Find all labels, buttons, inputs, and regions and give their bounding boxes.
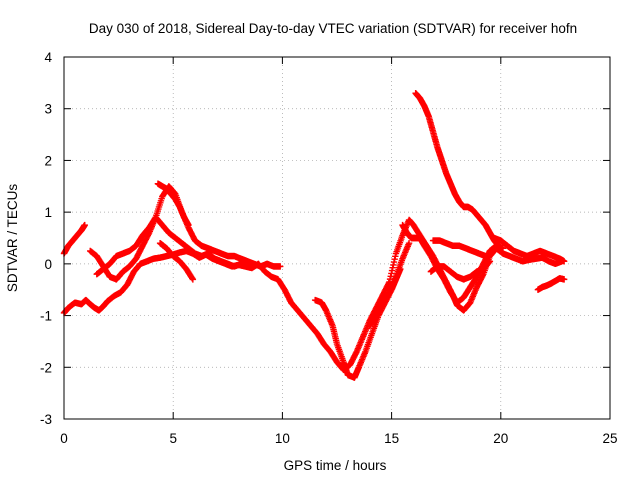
y-tick-label: 0 xyxy=(44,257,52,272)
series-trace-1 xyxy=(60,221,88,257)
series-trace-3 xyxy=(93,214,284,278)
data-points xyxy=(60,90,568,381)
series-trace-9 xyxy=(412,90,502,249)
series-trace-14 xyxy=(534,275,568,293)
data-point xyxy=(560,258,568,265)
series-trace-6 xyxy=(156,239,197,283)
x-tick-label: 20 xyxy=(493,431,508,446)
y-tick-label: 2 xyxy=(44,153,52,168)
series-trace-13 xyxy=(491,234,568,265)
series-trace-5 xyxy=(154,180,192,229)
data-point xyxy=(81,221,88,229)
y-tick-label: 1 xyxy=(44,205,52,220)
data-point xyxy=(486,258,494,265)
x-axis-label: GPS time / hours xyxy=(284,458,387,473)
x-tick-label: 25 xyxy=(602,431,617,446)
chart-title: Day 030 of 2018, Sidereal Day-to-day VTE… xyxy=(89,21,577,36)
x-tick-labels: 0 5 10 15 20 25 xyxy=(60,431,617,446)
series-trace-12 xyxy=(427,258,494,283)
data-point xyxy=(405,239,413,247)
y-axis-label: SDTVAR / TECUs xyxy=(5,184,20,293)
data-point xyxy=(244,258,251,265)
plot-frame xyxy=(63,56,611,420)
y-tick-label: -3 xyxy=(40,412,52,427)
y-tick-label: 4 xyxy=(44,50,52,65)
data-point xyxy=(189,276,197,283)
data-point xyxy=(185,221,192,229)
y-tick-labels: -3 -2 -1 0 1 2 3 4 xyxy=(40,50,53,427)
series-trace-11 xyxy=(429,237,489,260)
data-point xyxy=(560,276,568,283)
y-tick-label: -2 xyxy=(40,360,52,375)
y-tick-label: -1 xyxy=(40,309,52,324)
x-tick-label: 5 xyxy=(169,431,177,446)
x-tick-label: 15 xyxy=(384,431,399,446)
series-trace-8 xyxy=(366,239,413,330)
data-point xyxy=(277,263,284,270)
x-tick-label: 0 xyxy=(60,431,68,446)
data-point xyxy=(499,245,507,252)
x-tick-label: 10 xyxy=(275,431,290,446)
y-tick-label: 3 xyxy=(44,102,52,117)
data-point xyxy=(482,252,489,260)
